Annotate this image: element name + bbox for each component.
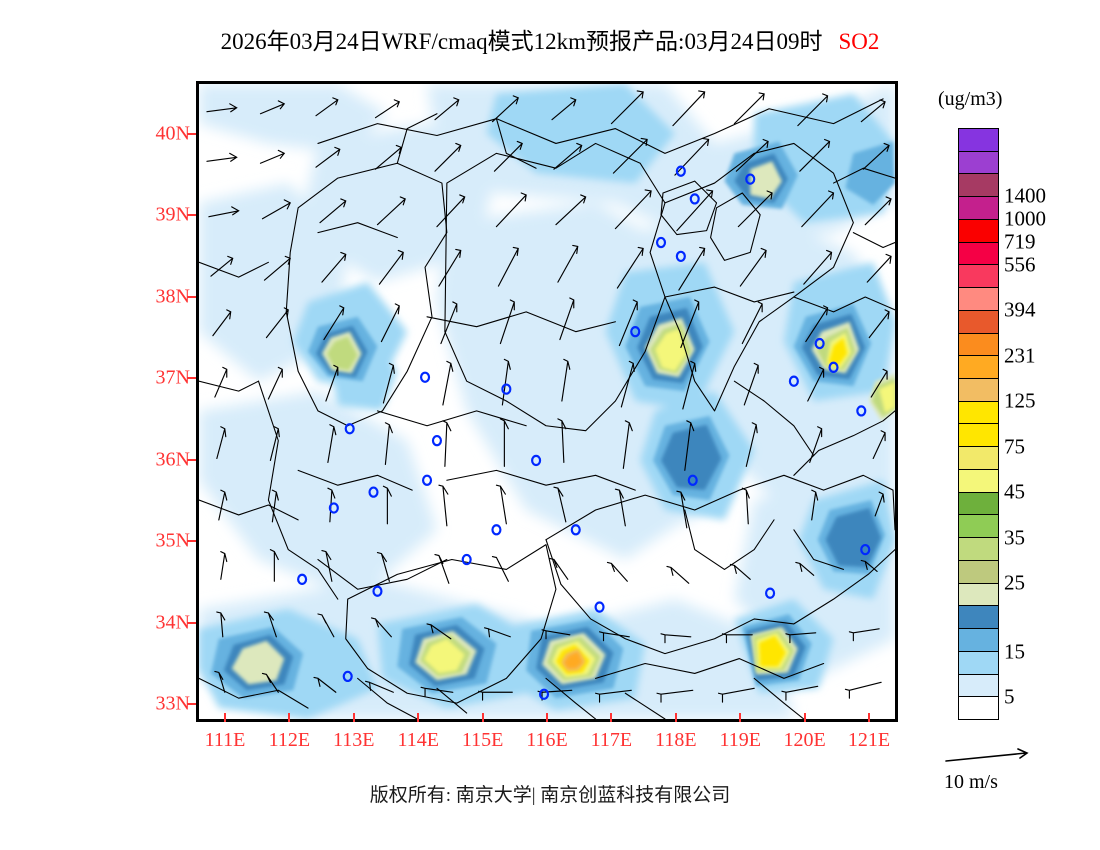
colorbar-band-18 [959, 287, 998, 310]
x-tick-116E [546, 713, 548, 722]
y-tick-35N [187, 540, 196, 543]
y-tick-34N [187, 621, 196, 624]
station-markers [297, 165, 871, 700]
y-axis-label-39N: 39N [155, 203, 190, 226]
x-tick-117E [610, 713, 613, 722]
copyright-text: 版权所有: 南京大学| 南京创蓝科技有限公司 [369, 785, 731, 806]
page-title: 2026年03月24日WRF/cmaq模式12km预报产品:03月24日09时 S… [0, 22, 1100, 56]
x-tick-120E [803, 713, 806, 722]
colorbar-band-20 [959, 241, 998, 265]
colorbar-label-25: 25 [1004, 570, 1025, 595]
x-axis-label-114E: 114E [397, 729, 439, 751]
x-axis-label-116E: 116E [526, 729, 568, 751]
y-axis-label-34N: 34N [155, 611, 190, 634]
colorbar-label-15: 15 [1004, 639, 1025, 664]
colorbar-band-4 [959, 605, 998, 629]
y-axis-label-40N: 40N [155, 122, 190, 145]
wind-vectors [206, 90, 892, 703]
y-axis-label-36N: 36N [155, 448, 190, 471]
title-main-text: 2026年03月24日WRF/cmaq模式12km预报产品:03月24日09时 [220, 29, 823, 54]
x-axis-label-112E: 112E [268, 729, 311, 751]
x-axis-label-121E: 121E [847, 729, 891, 751]
x-tick-111E [223, 713, 226, 722]
colorbar-band-6 [959, 559, 998, 583]
x-tick-119E [739, 713, 742, 722]
colorbar-band-3 [959, 628, 998, 651]
x-tick-113E [352, 713, 355, 722]
y-tick-37N [187, 377, 196, 380]
x-axis-label-118E: 118E [655, 729, 697, 751]
colorbar-label-125: 125 [1004, 388, 1036, 413]
footer: 版权所有: 南京大学| 南京创蓝科技有限公司 [0, 780, 1100, 807]
x-axis-label-115E: 115E [461, 729, 504, 751]
map-plot-area[interactable] [196, 81, 898, 722]
colorbar-label-719: 719 [1004, 229, 1036, 254]
concentration-field [199, 84, 895, 719]
colorbar-label-5: 5 [1004, 684, 1015, 709]
x-tick-115E [481, 713, 484, 722]
colorbar-label-231: 231 [1004, 343, 1036, 368]
colorbar-label-35: 35 [1004, 525, 1025, 550]
y-axis-label-35N: 35N [155, 529, 190, 552]
colorbar-band-19 [959, 264, 998, 288]
y-axis-ticks [187, 81, 197, 722]
colorbar-band-11 [959, 446, 998, 469]
colorbar-band-1 [959, 673, 998, 697]
colorbar[interactable] [958, 128, 999, 720]
y-axis-labels: 33N 34N 35N 36N 37N 38N 39N 40N [130, 81, 190, 722]
x-axis-label-111E: 111E [204, 729, 246, 751]
colorbar-band-8 [959, 514, 998, 538]
x-axis-label-113E: 113E [333, 729, 375, 751]
y-axis-label-37N: 37N [155, 366, 190, 389]
colorbar-label-1000: 1000 [1004, 206, 1046, 231]
map-svg [199, 84, 895, 719]
colorbar-label-556: 556 [1004, 252, 1036, 277]
x-tick-118E [674, 713, 677, 722]
x-axis-ticks [196, 713, 898, 723]
colorbar-band-13 [959, 400, 998, 424]
x-tick-112E [288, 713, 291, 722]
y-tick-38N [187, 295, 196, 298]
x-tick-114E [417, 713, 420, 722]
y-axis-label-38N: 38N [155, 285, 190, 308]
colorbar-band-21 [959, 218, 998, 242]
colorbar-band-16 [959, 332, 998, 356]
province-boundaries [199, 98, 895, 719]
y-axis-label-33N: 33N [155, 692, 190, 715]
colorbar-band-0 [959, 696, 998, 719]
x-axis-label-120E: 120E [783, 729, 826, 751]
wind-scale-legend: 10 m/s [940, 748, 1090, 794]
colorbar-band-7 [959, 537, 998, 560]
colorbar-units-label: (ug/m3) [938, 88, 1003, 110]
x-tick-121E [868, 713, 871, 722]
colorbar-label-45: 45 [1004, 479, 1025, 504]
colorbar-band-22 [959, 196, 998, 219]
x-axis-label-117E: 117E [590, 729, 633, 751]
y-tick-36N [187, 458, 196, 461]
colorbar-band-15 [959, 355, 998, 378]
colorbar-label-75: 75 [1004, 434, 1025, 459]
colorbar-band-2 [959, 650, 998, 674]
y-tick-39N [187, 214, 196, 217]
x-axis-labels: 111E 112E 113E 114E 115E 116E 117E 118E 119E 120E… [196, 729, 898, 761]
y-tick-33N [187, 703, 196, 706]
colorbar-band-23 [959, 173, 998, 197]
map-canvas [199, 84, 895, 719]
y-tick-40N [187, 132, 196, 135]
colorbar-label-1400: 1400 [1004, 183, 1046, 208]
colorbar-band-12 [959, 423, 998, 447]
colorbar-tick-labels: 5 15 25 35 45 75 125 231 394 556 719 1000 1400 [1004, 128, 1098, 720]
colorbar-band-25 [959, 128, 998, 151]
colorbar-band-10 [959, 468, 998, 492]
x-axis-label-119E: 119E [719, 729, 761, 751]
colorbar-band-17 [959, 309, 998, 333]
colorbar-label-394: 394 [1004, 297, 1036, 322]
colorbar-band-5 [959, 582, 998, 606]
wind-scale-arrow-icon [945, 748, 1029, 762]
wind-scale-label: 10 m/s [944, 771, 998, 793]
colorbar-band-9 [959, 491, 998, 515]
colorbar-band-24 [959, 150, 998, 174]
colorbar-band-14 [959, 377, 998, 401]
title-species-label: SO2 [838, 29, 880, 54]
